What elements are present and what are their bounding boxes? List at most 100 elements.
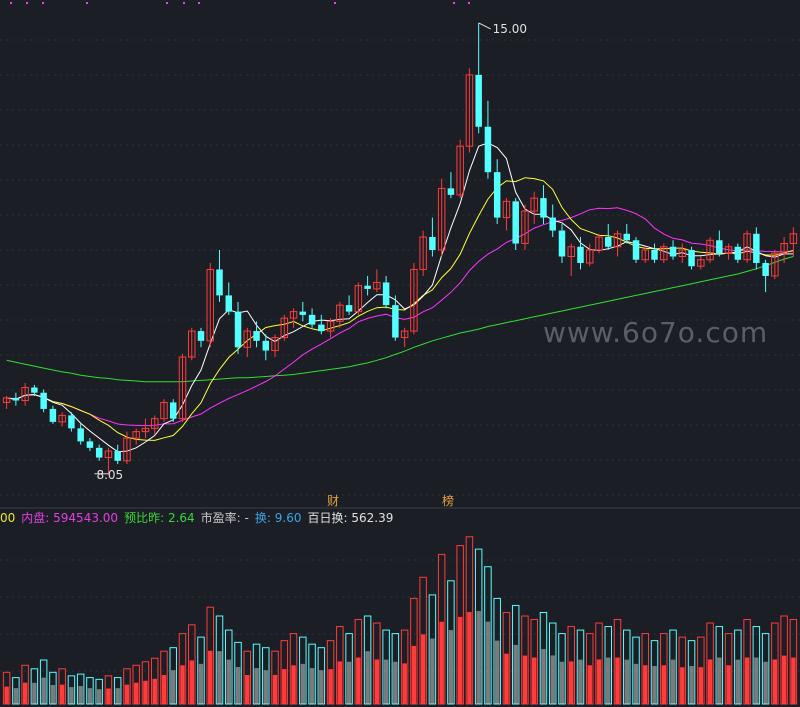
volume-bar [345,633,353,705]
volume-bar [113,677,122,705]
candle [549,204,556,238]
price-grid [0,39,800,496]
volume-bar-fill [180,665,185,704]
candle [58,412,66,427]
candle-body [40,392,47,409]
volume-bar-fill [402,663,407,704]
volume-bar-fill [4,686,9,704]
volume-bar [262,647,270,705]
candle [141,418,150,439]
hundred-day-label: 百日换: [307,511,348,525]
candle [104,447,113,474]
volume-bar-fill [365,651,370,704]
candle-body [502,200,511,219]
candle-body [318,324,325,332]
volume-bar [363,615,372,705]
volume-bar [206,606,214,705]
candle [206,262,214,348]
volume-bar [511,604,520,705]
candle [716,230,723,257]
candle [150,415,159,435]
candle-body [632,240,640,260]
candle [437,178,446,257]
candle-body [2,397,11,403]
candle [688,246,695,270]
rank-badge[interactable]: 榜 [442,494,455,508]
top-marker [183,2,185,4]
volume-bar [76,673,85,705]
candle [289,308,298,328]
candle-body [299,311,307,315]
volume-bar [373,622,381,705]
candle [86,438,94,452]
candle-body [326,320,335,332]
volume-bar-fill [356,657,361,704]
candle-body [678,249,687,257]
candle-body [354,285,363,313]
volume-bar-fill [13,688,19,704]
candle [160,399,168,422]
price-annotations: 15.00 8.05 [94,22,527,482]
candle [49,405,57,424]
volume-bar-fill [263,670,269,704]
candle [586,243,594,267]
top-marker [468,2,470,4]
candle [2,395,11,409]
volume-bar-fill [59,684,65,704]
volume-bar [428,594,437,705]
volume-bar [687,640,696,705]
candle [632,237,640,263]
candle [493,159,501,225]
volume-bar [558,633,566,705]
info-prefix: 00 [0,511,16,525]
candle-body [95,447,103,458]
volume-bar-fill [420,634,426,704]
volume-bar [58,668,66,705]
candle-body [586,249,594,264]
candle-body [206,268,214,342]
candle [613,230,622,257]
candle [540,185,547,225]
volume-bar [641,633,650,705]
finance-badge[interactable]: 财 [327,494,340,508]
volume-bar [391,633,400,705]
volume-bar-fill [226,659,232,704]
volume-bar-fill [235,667,241,704]
volume-bar [650,640,659,705]
volume-bar-fill [217,651,222,704]
candle-body [77,428,84,442]
volume-bar-fill [124,684,130,704]
volume-bar [548,622,557,705]
candle-body [660,246,668,261]
volume-bar-fill [513,644,518,704]
candle-body [762,262,769,276]
volume-bar [437,553,446,705]
candle-body [475,74,482,127]
candle-body [577,246,584,263]
volume-bar [586,633,594,705]
candle [605,224,612,250]
ma60-line [6,256,794,383]
candle [623,224,631,244]
volume-bar [715,626,724,705]
candle-body [419,236,427,270]
turnover-value: 9.60 [274,511,302,525]
volume-bar [67,675,76,705]
candle [530,191,538,225]
candle-body [613,233,622,248]
candle [345,295,353,315]
candle-body [49,408,57,422]
candle [169,399,177,422]
volume-bar [308,643,316,705]
candle-body [345,305,353,312]
volume-bar [326,640,335,705]
volume-bar-fill [50,684,56,704]
pe-label: 市盈率: [200,511,241,525]
volume-bar [197,636,205,705]
volume-bar-fill [587,665,592,704]
candle [595,233,603,254]
volume-bar-fill [346,661,352,704]
volume-bar-fill [309,668,315,704]
volume-bar [623,629,631,705]
volume-bar [169,647,177,705]
